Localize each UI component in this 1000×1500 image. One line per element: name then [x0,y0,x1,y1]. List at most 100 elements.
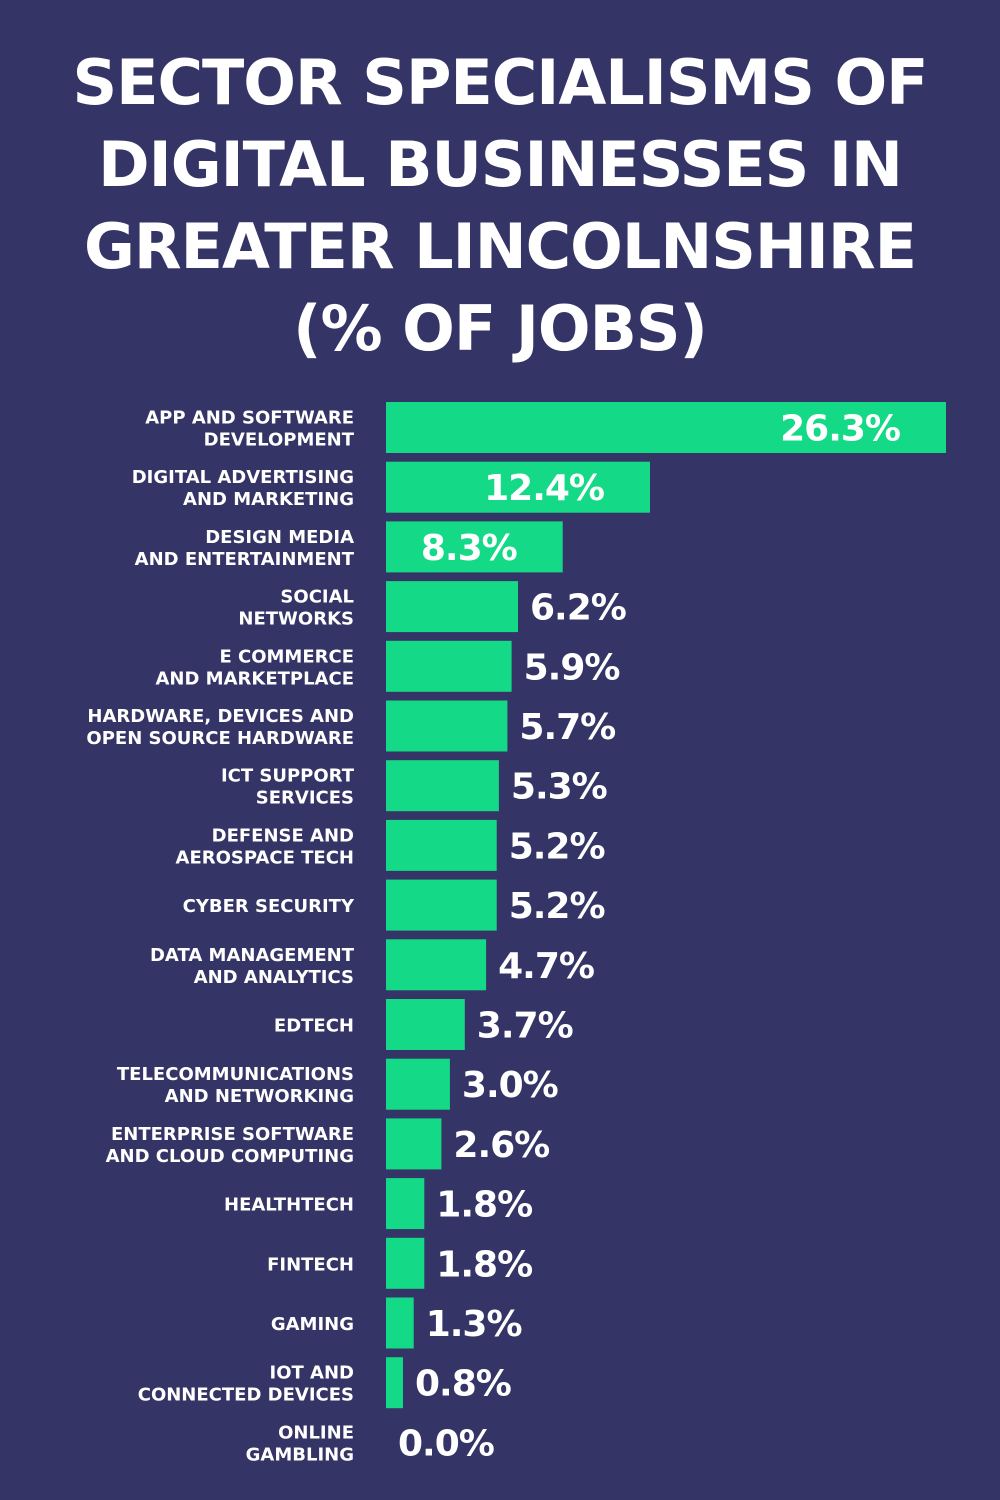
category-label-line: EDTECH [274,1016,354,1037]
bar-row: GAMING 1.3% [271,1297,523,1349]
category-label: ICT SUPPORT SERVICES [221,766,355,809]
chart-title-line: (% OF JOBS) [293,292,708,365]
bar [386,640,512,692]
bar-row: HEALTHTECH 1.8% [224,1178,533,1230]
chart-title-line: SECTOR SPECIALISMS OF [72,46,928,119]
category-label-line: ENTERPRISE SOFTWARE [111,1124,354,1145]
data-label: 5.3% [511,767,607,808]
bar-row: DIGITAL ADVERTISING AND MARKETING 12.4% [132,461,650,513]
bar-row: ENTERPRISE SOFTWARE AND CLOUD COMPUTING 2.… [106,1118,550,1170]
bar-row: EDTECH 3.7% [274,999,574,1050]
category-label: GAMING [271,1314,354,1335]
bar [386,1237,425,1289]
bar [386,581,518,633]
bar-row: DATA MANAGEMENT AND ANALYTICS 4.7% [150,939,595,991]
data-label: 5.2% [509,886,605,927]
category-label-line: AND MARKETPLACE [155,668,354,689]
bar [386,521,563,573]
bar [386,1297,414,1349]
category-label-line: SERVICES [256,788,354,809]
data-label: 1.8% [436,1185,532,1226]
category-label-line: DEFENSE AND [212,825,354,846]
category-label: E COMMERCE AND MARKETPLACE [155,646,354,689]
category-label-line: DESIGN MEDIA [205,527,354,548]
bar-row: APP AND SOFTWARE DEVELOPMENT 26.3% [145,402,946,453]
chart-title-line: GREATER LINCOLNSHIRE [84,210,917,283]
bar [386,402,946,453]
category-label-line: ONLINE [278,1422,354,1443]
bar [386,760,499,812]
bar-row: ONLINE GAMBLING 0.0% [246,1422,495,1465]
bar [386,700,508,752]
category-label: TELECOMMUNICATIONS AND NETWORKING [117,1064,354,1107]
category-label-line: ICT SUPPORT [221,766,355,787]
category-label-line: HARDWARE, DEVICES AND [87,706,354,727]
category-label-line: AND MARKETING [183,489,354,510]
category-label-line: SOCIAL [280,587,354,608]
category-label: DIGITAL ADVERTISING AND MARKETING [132,467,354,510]
bar-row: TELECOMMUNICATIONS AND NETWORKING 3.0% [117,1058,559,1110]
category-label-line: HEALTHTECH [224,1195,354,1216]
category-label-line: AND ANALYTICS [194,967,354,988]
bar-row: DESIGN MEDIA AND ENTERTAINMENT 8.3% [135,521,563,573]
data-label: 4.7% [498,946,594,987]
bar-row: HARDWARE, DEVICES AND OPEN SOURCE HARDWAR… [86,700,616,752]
data-label: 8.3% [421,528,517,569]
bar [386,1357,403,1409]
category-label: DESIGN MEDIA AND ENTERTAINMENT [135,527,355,570]
category-label-line: DATA MANAGEMENT [150,945,355,966]
category-label: FINTECH [267,1254,354,1275]
category-label: HEALTHTECH [224,1195,354,1216]
category-label-line: NETWORKS [238,609,354,630]
category-label-line: DIGITAL ADVERTISING [132,467,354,488]
category-label-line: DEVELOPMENT [204,430,355,451]
data-label: 2.6% [453,1125,549,1166]
category-label-line: TELECOMMUNICATIONS [117,1064,354,1085]
bar-row: E COMMERCE AND MARKETPLACE 5.9% [155,640,620,692]
bar-row: DEFENSE AND AEROSPACE TECH 5.2% [176,819,606,871]
category-label-line: IOT AND [270,1363,354,1384]
data-label: 5.9% [524,647,620,688]
bar [386,1118,442,1170]
bar [386,461,650,513]
category-label-line: E COMMERCE [219,646,354,667]
category-label-line: CYBER SECURITY [183,896,355,917]
bar [386,999,465,1050]
category-label-line: FINTECH [267,1254,354,1275]
category-label-line: AND CLOUD COMPUTING [106,1146,354,1167]
category-label-line: OPEN SOURCE HARDWARE [86,728,354,749]
data-label: 1.3% [426,1304,522,1345]
data-label: 5.2% [509,826,605,867]
category-label-line: AND ENTERTAINMENT [135,549,355,570]
category-label: ENTERPRISE SOFTWARE AND CLOUD COMPUTING [106,1124,354,1167]
chart-title: SECTOR SPECIALISMS OF DIGITAL BUSINESSES… [0,42,1000,370]
category-label-line: AND NETWORKING [165,1086,354,1107]
data-label: 6.2% [530,588,626,629]
category-label: HARDWARE, DEVICES AND OPEN SOURCE HARDWAR… [86,706,354,749]
bar [386,879,497,931]
data-label: 5.7% [519,707,615,748]
data-label: 12.4% [484,468,604,509]
category-label: SOCIAL NETWORKS [238,587,354,630]
category-label: ONLINE GAMBLING [246,1422,354,1465]
category-label-line: APP AND SOFTWARE [145,408,354,429]
bar-row: ICT SUPPORT SERVICES 5.3% [221,760,608,812]
data-label: 1.8% [436,1244,532,1285]
category-label-line: AEROSPACE TECH [176,847,354,868]
bar-row: FINTECH 1.8% [267,1237,533,1289]
chart-title-line: DIGITAL BUSINESSES IN [98,128,903,201]
category-label: DEFENSE AND AEROSPACE TECH [176,825,354,868]
data-label: 3.7% [477,1006,573,1047]
bar [386,819,497,871]
category-label: CYBER SECURITY [183,896,355,917]
category-label: EDTECH [274,1016,354,1037]
category-label: APP AND SOFTWARE DEVELOPMENT [145,408,354,451]
data-label: 26.3% [780,409,900,450]
data-label: 0.0% [398,1423,494,1464]
bar-row: CYBER SECURITY 5.2% [183,879,606,931]
bar-row: IOT AND CONNECTED DEVICES 0.8% [138,1357,512,1409]
bar [386,1058,450,1110]
category-label-line: GAMING [271,1314,354,1335]
bar [386,939,487,991]
